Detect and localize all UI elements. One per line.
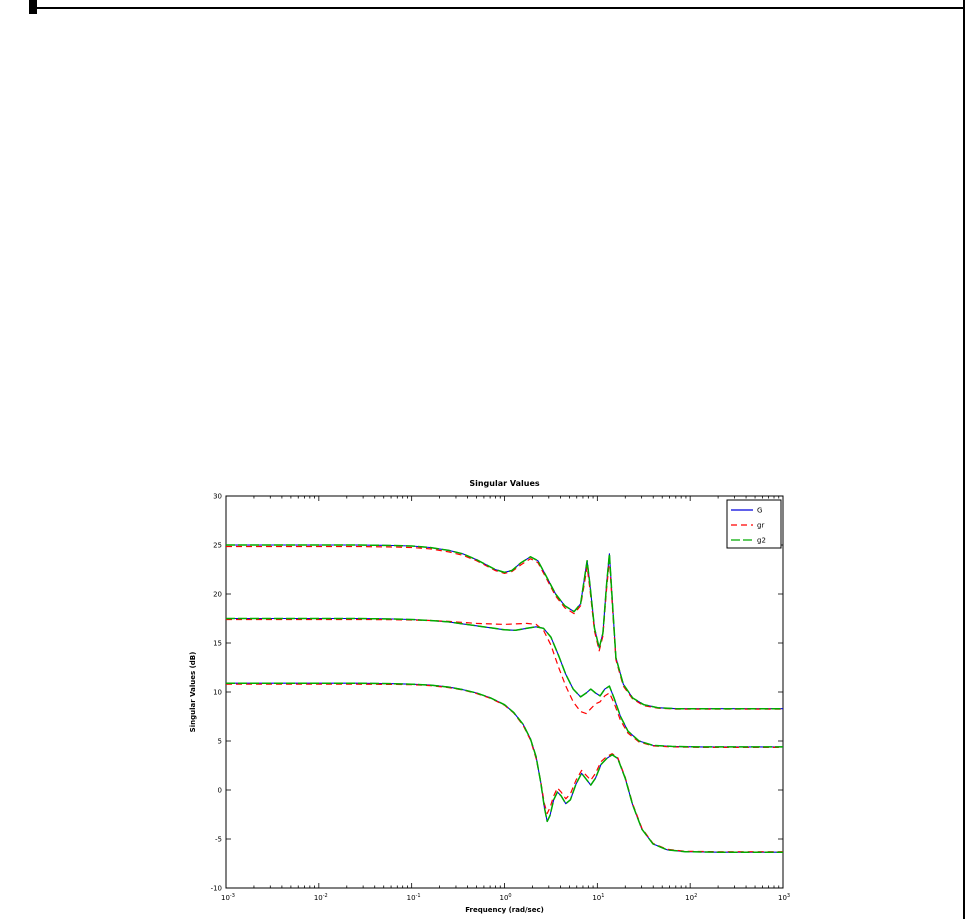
x-tick-label: 10-3	[221, 893, 235, 902]
y-tick-label: 10	[213, 689, 222, 697]
x-tick-label: 100	[500, 893, 512, 902]
x-axis-label: Frequency (rad/sec)	[465, 906, 544, 914]
plot-area	[225, 495, 784, 889]
x-tick-label: 103	[778, 893, 790, 902]
legend-box	[726, 499, 782, 549]
x-tick-label: 10-2	[314, 893, 328, 902]
curve-g2-sigma3	[226, 682, 783, 853]
curves-group	[226, 544, 783, 853]
legend-label-G: G	[757, 507, 762, 515]
y-tick-label: 15	[213, 640, 222, 648]
y-tick-label: 5	[218, 738, 222, 746]
curve-gr-sigma1	[226, 545, 783, 710]
x-tick-label: 10-1	[407, 893, 421, 902]
legend-label-gr: gr	[757, 522, 764, 530]
x-tick-label: 102	[685, 893, 697, 902]
y-tick-label: 25	[213, 542, 222, 550]
legend: Ggr g2	[726, 499, 782, 549]
y-tick-label: -10	[211, 885, 222, 893]
legend-label-g2: g2	[757, 537, 766, 545]
y-tick-label: -5	[215, 836, 222, 844]
scan-border-right-line	[963, 0, 965, 919]
y-tick-label: 0	[218, 787, 222, 795]
tick-labels: 10-3 10-2 10-1 100 101 102 103 30 25 20 15 10 5 0 -5 -1…	[211, 493, 791, 903]
singular-values-figure: 10-3 10-2 10-1 100 101 102 103 30 25 20 15 10 5 0 -5 -1…	[183, 464, 803, 916]
curve-g2-sigma1	[226, 544, 783, 710]
chart-title: Singular Values	[469, 479, 540, 488]
scan-corner-mark	[29, 0, 37, 14]
singular-values-chart: 10-3 10-2 10-1 100 101 102 103 30 25 20 15 10 5 0 -5 -1…	[189, 479, 791, 914]
curve-g2-sigma2	[226, 617, 783, 748]
y-axis-label: Singular Values (dB)	[189, 652, 197, 733]
x-tick-label: 101	[592, 893, 604, 902]
y-tick-label: 20	[213, 591, 222, 599]
axis-ticks	[225, 495, 784, 889]
scan-border-top-line	[37, 7, 965, 9]
y-tick-label: 30	[213, 493, 222, 501]
